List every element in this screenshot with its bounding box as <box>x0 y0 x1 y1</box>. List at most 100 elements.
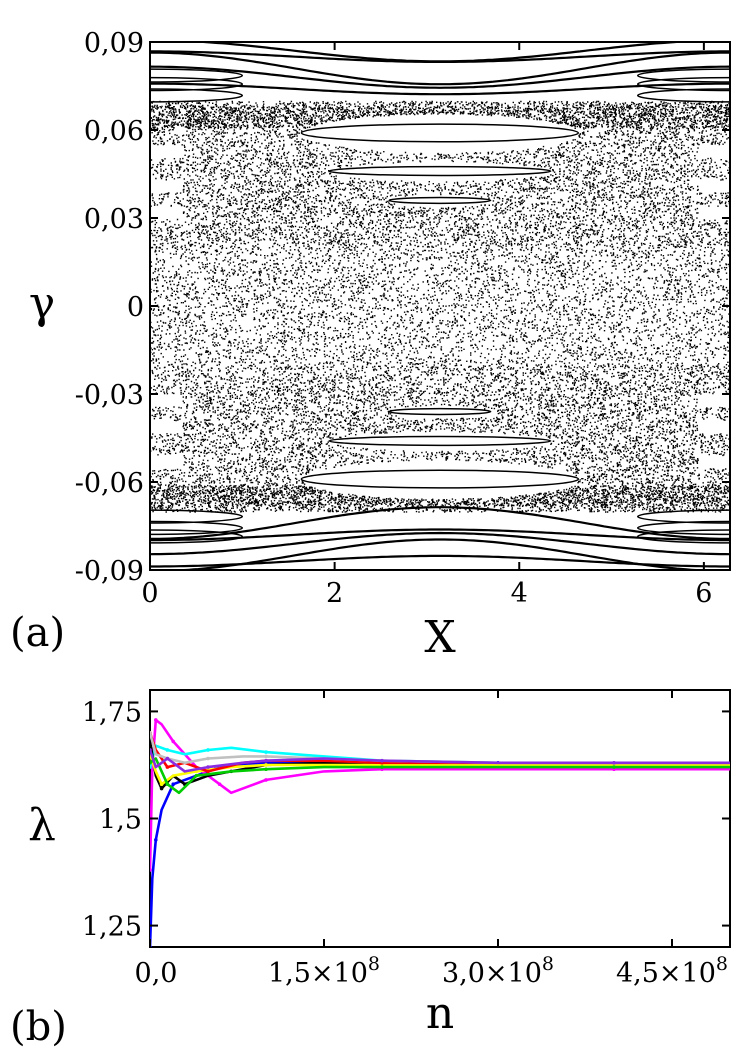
x-tick-label-b: 4,5×108 <box>616 953 728 989</box>
series-point <box>264 754 268 759</box>
series-point <box>154 718 158 722</box>
island-outline <box>328 435 552 447</box>
x-tick-label-a: 0 <box>141 578 158 609</box>
panel-label-b: (b) <box>10 1004 67 1050</box>
series-point <box>150 868 152 872</box>
series-point <box>159 782 164 787</box>
series-point <box>150 748 152 752</box>
series-point <box>154 838 158 842</box>
plot-b-frame <box>149 689 731 948</box>
series-point <box>165 782 170 787</box>
lyapunov-series-line <box>150 757 730 795</box>
island-outline <box>300 469 580 489</box>
y-tick-label-a: 0,03 <box>84 204 144 235</box>
series-point <box>171 739 175 744</box>
x-axis-title-a: X <box>424 612 456 663</box>
y-tick-label-b: 1,75 <box>82 697 142 728</box>
y-axis-b: 1,75 1,5 1,25 <box>82 697 730 943</box>
invariant-curve <box>150 51 730 86</box>
x-tick-exponent: 8 <box>716 953 728 975</box>
invariant-curve <box>150 65 730 89</box>
x-tick-label-b: 3,0×108 <box>442 953 554 989</box>
series-point <box>150 731 152 735</box>
invariant-curve <box>150 82 730 96</box>
island-outline <box>300 123 580 143</box>
y-tick-label-a: 0,09 <box>84 28 144 59</box>
edge-island-outline <box>150 76 244 92</box>
y-tick-label-a: -0,06 <box>75 468 144 499</box>
edge-island-outline <box>150 68 244 83</box>
series-point <box>264 750 268 754</box>
series-point <box>150 761 152 765</box>
x-tick-label-a: 6 <box>695 578 712 609</box>
y-tick-label-a: -0,09 <box>75 556 144 587</box>
x-tick-exponent: 8 <box>542 953 554 975</box>
series-point <box>206 769 210 774</box>
invariant-curve <box>150 531 730 556</box>
lyapunov-series-line <box>150 753 730 786</box>
series-point <box>159 786 164 791</box>
x-tick-label-b: 1,5×108 <box>268 953 380 989</box>
edge-island-outline <box>150 88 244 103</box>
x-tick-label-a: 4 <box>511 578 528 609</box>
series-point <box>150 765 152 769</box>
edge-island-outline <box>636 68 730 83</box>
series-point <box>264 758 268 763</box>
island-outline <box>388 196 492 205</box>
series-point <box>264 763 268 767</box>
edge-island-outline <box>636 88 730 103</box>
invariant-curve <box>150 506 730 540</box>
y-axis-title-b: λ <box>28 800 56 851</box>
edge-island-outline <box>636 509 730 524</box>
series-point <box>264 778 268 782</box>
series-point <box>171 782 175 787</box>
edge-island-outline <box>636 76 730 92</box>
x-axis-b: 0,0 1,5×108 3,0×108 4,5×108 <box>135 690 728 989</box>
panel-b: 1,75 1,5 1,25 0,0 1,5×108 3,0×108 4,5×108 n λ… <box>10 689 731 1050</box>
x-axis-title-b: n <box>426 988 454 1039</box>
series-point <box>165 765 170 769</box>
series-point <box>206 756 210 761</box>
scatter-points <box>150 100 730 513</box>
invariant-curve <box>183 42 697 63</box>
regular-islands <box>150 68 730 544</box>
x-tick-label-b: 0,0 <box>135 958 178 989</box>
x-axis-a: 0 2 4 6 <box>141 42 712 609</box>
island-outline <box>328 165 552 177</box>
edge-island-outline <box>150 520 244 536</box>
y-tick-label-a: 0,06 <box>84 116 144 147</box>
series-point <box>206 748 210 752</box>
series-point <box>612 765 616 769</box>
invariant-curve <box>150 554 730 568</box>
lyapunov-series-line <box>150 749 730 773</box>
x-tick-exponent: 8 <box>368 953 380 975</box>
series-point <box>206 765 210 769</box>
series-point <box>380 758 384 763</box>
series-point <box>165 756 170 761</box>
lyapunov-series <box>150 718 730 947</box>
edge-island-outline <box>150 529 244 544</box>
island-outline <box>388 407 492 416</box>
edge-island-outline <box>636 529 730 544</box>
x-tick-label-a: 2 <box>326 578 343 609</box>
chaotic-sea-points <box>150 100 730 513</box>
y-tick-label-b: 1,5 <box>99 805 142 836</box>
series-point <box>194 773 199 778</box>
series-point <box>380 765 384 769</box>
series-point <box>612 761 616 765</box>
y-tick-label-b: 1,25 <box>82 912 142 943</box>
y-tick-label-a: -0,03 <box>75 380 144 411</box>
panel-a: 0,09 0,06 0,03 0 -0,03 -0,06 -0,09 0 2 4 6 X γ (a… <box>10 28 731 663</box>
series-point <box>165 748 170 752</box>
y-axis-title-a: γ <box>29 278 55 329</box>
edge-island-outline <box>636 520 730 536</box>
y-tick-label-a: 0 <box>127 292 144 323</box>
y-axis-a: 0,09 0,06 0,03 0 -0,03 -0,06 -0,09 <box>75 28 730 587</box>
invariant-curve <box>150 528 730 542</box>
series-point <box>264 767 268 772</box>
series-point <box>217 782 222 787</box>
invariant-curves <box>150 42 730 570</box>
panel-label-a: (a) <box>10 610 65 656</box>
edge-island-outline <box>150 509 244 524</box>
